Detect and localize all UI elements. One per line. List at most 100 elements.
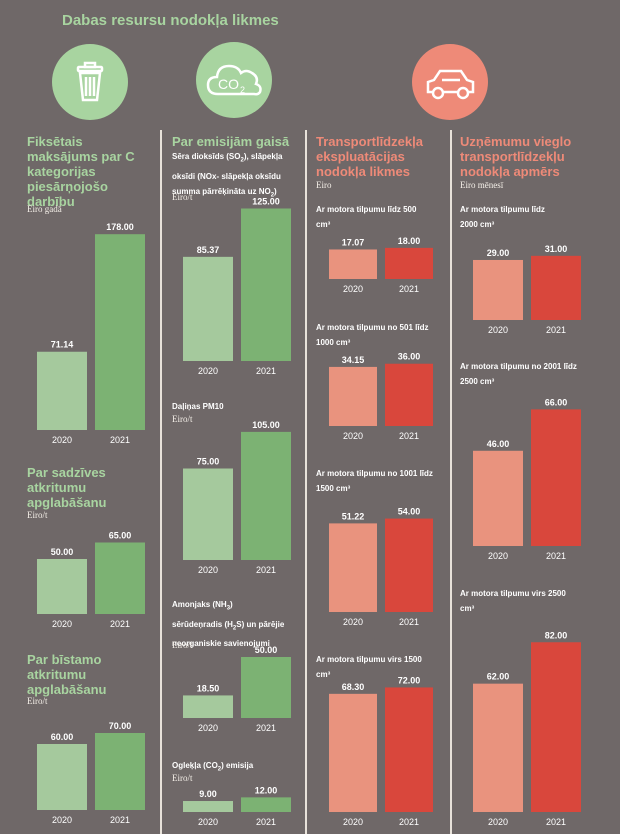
bar bbox=[473, 450, 523, 546]
chart-label: Amonjaks (NH3) sērūdeņradis (H2S) un pār… bbox=[172, 600, 285, 649]
category-label: 2021 bbox=[256, 817, 276, 827]
category-label: 2020 bbox=[52, 619, 72, 629]
category-label: 2021 bbox=[110, 619, 130, 629]
unit-label: Eiro/t bbox=[172, 640, 193, 650]
category-label: 2020 bbox=[343, 617, 363, 627]
category-label: 2021 bbox=[256, 723, 276, 733]
bar-value-label: 70.00 bbox=[109, 721, 132, 731]
column-divider bbox=[450, 130, 452, 834]
bar bbox=[385, 518, 433, 612]
category-label: 2021 bbox=[399, 817, 419, 827]
bar bbox=[183, 256, 233, 361]
category-label: 2020 bbox=[488, 325, 508, 335]
bar-value-label: 50.00 bbox=[255, 645, 278, 655]
svg-text:2: 2 bbox=[240, 85, 245, 95]
bar-value-label: 29.00 bbox=[487, 248, 510, 258]
section-title: Par bīstamo atkritumu apglabāšanu bbox=[27, 652, 107, 697]
category-label: 2021 bbox=[546, 817, 566, 827]
category-label: 2021 bbox=[399, 431, 419, 441]
unit-label: Eiro bbox=[316, 180, 332, 190]
bar-value-label: 178.00 bbox=[106, 222, 134, 232]
bar-value-label: 60.00 bbox=[51, 732, 74, 742]
bar bbox=[531, 642, 581, 812]
bar-value-label: 31.00 bbox=[545, 244, 568, 254]
bar-value-label: 72.00 bbox=[398, 675, 421, 685]
bar-value-label: 9.00 bbox=[199, 789, 217, 799]
bar-value-label: 125.00 bbox=[252, 197, 280, 207]
bar bbox=[95, 542, 145, 614]
category-label: 2021 bbox=[256, 565, 276, 575]
column-title: Transportlīdzekļa ekspluatācijas nodokļa… bbox=[316, 134, 423, 179]
bar-value-label: 51.22 bbox=[342, 511, 365, 521]
bar bbox=[183, 468, 233, 560]
category-label: 2021 bbox=[110, 435, 130, 445]
bar bbox=[473, 683, 523, 812]
bar-value-label: 68.30 bbox=[342, 682, 365, 692]
category-label: 2021 bbox=[110, 815, 130, 825]
bar-value-label: 65.00 bbox=[109, 531, 132, 541]
column-title: Par emisijām gaisā bbox=[172, 134, 290, 149]
unit-label: Eiro/t bbox=[172, 773, 193, 783]
trash-icon bbox=[52, 44, 128, 120]
svg-text:CO: CO bbox=[218, 76, 239, 92]
section-title: Par sadzīves atkritumu apglabāšanu bbox=[27, 465, 107, 510]
bar-value-label: 54.00 bbox=[398, 507, 421, 517]
bar bbox=[329, 249, 377, 279]
bar bbox=[329, 523, 377, 612]
chart-label: Sēra dioksīds (SO2), slāpekļa oksīdi (NO… bbox=[172, 152, 283, 199]
co2-cloud-icon: CO 2 bbox=[196, 42, 272, 118]
bar bbox=[329, 366, 377, 426]
chart-label: Ar motora tilpumu no 2001 līdz 2500 cm³ bbox=[460, 362, 577, 386]
category-label: 2021 bbox=[546, 325, 566, 335]
unit-label: Eiro/t bbox=[172, 414, 193, 424]
bar-value-label: 85.37 bbox=[197, 245, 220, 255]
bar bbox=[329, 693, 377, 812]
bar bbox=[37, 744, 87, 810]
bar-value-label: 46.00 bbox=[487, 439, 510, 449]
bar-value-label: 12.00 bbox=[255, 785, 278, 795]
bar-value-label: 75.00 bbox=[197, 457, 220, 467]
bar-value-label: 17.07 bbox=[342, 237, 365, 247]
bar bbox=[241, 797, 291, 812]
bar-value-label: 36.00 bbox=[398, 352, 421, 362]
bar bbox=[385, 247, 433, 279]
category-label: 2020 bbox=[343, 284, 363, 294]
bar bbox=[241, 208, 291, 361]
page-title: Dabas resursu nodokļa likmes bbox=[62, 12, 279, 29]
category-label: 2020 bbox=[52, 815, 72, 825]
bar bbox=[385, 363, 433, 426]
chart-label: Ogleķļa (CO2) emisija bbox=[172, 761, 254, 773]
bar-value-label: 82.00 bbox=[545, 630, 568, 640]
category-label: 2020 bbox=[198, 817, 218, 827]
category-label: 2020 bbox=[52, 435, 72, 445]
unit-label: Eiro/t bbox=[27, 696, 48, 706]
category-label: 2021 bbox=[399, 284, 419, 294]
category-label: 2020 bbox=[343, 817, 363, 827]
unit-label: Eiro/t bbox=[27, 510, 48, 520]
chart-label: Ar motora tilpumu virs 2500 cm³ bbox=[460, 589, 566, 613]
bar-value-label: 105.00 bbox=[252, 420, 280, 430]
bar-value-label: 18.50 bbox=[197, 683, 220, 693]
bar bbox=[531, 409, 581, 546]
bar bbox=[37, 351, 87, 430]
chart-label: Ar motora tilpumu no 1001 līdz 1500 cm³ bbox=[316, 469, 433, 493]
category-label: 2021 bbox=[546, 551, 566, 561]
bar bbox=[531, 255, 581, 320]
bar-value-label: 50.00 bbox=[51, 547, 74, 557]
chart-label: Ar motora tilpumu no 501 līdz 1000 cm³ bbox=[316, 323, 429, 347]
category-label: 2020 bbox=[488, 551, 508, 561]
unit-label: Eiro gadā bbox=[27, 204, 62, 214]
category-label: 2020 bbox=[488, 817, 508, 827]
section-title: Fiksētais maksājums par C kategorijas pi… bbox=[27, 134, 135, 209]
category-label: 2020 bbox=[343, 431, 363, 441]
bar bbox=[473, 259, 523, 320]
bar bbox=[95, 733, 145, 810]
chart-label: Ar motora tilpumu virs 1500 cm³ bbox=[316, 655, 422, 679]
column-divider bbox=[160, 130, 162, 834]
bar-value-label: 66.00 bbox=[545, 397, 568, 407]
category-label: 2021 bbox=[399, 617, 419, 627]
car-icon bbox=[412, 44, 488, 120]
bar bbox=[241, 657, 291, 718]
bar-value-label: 71.14 bbox=[51, 340, 74, 350]
